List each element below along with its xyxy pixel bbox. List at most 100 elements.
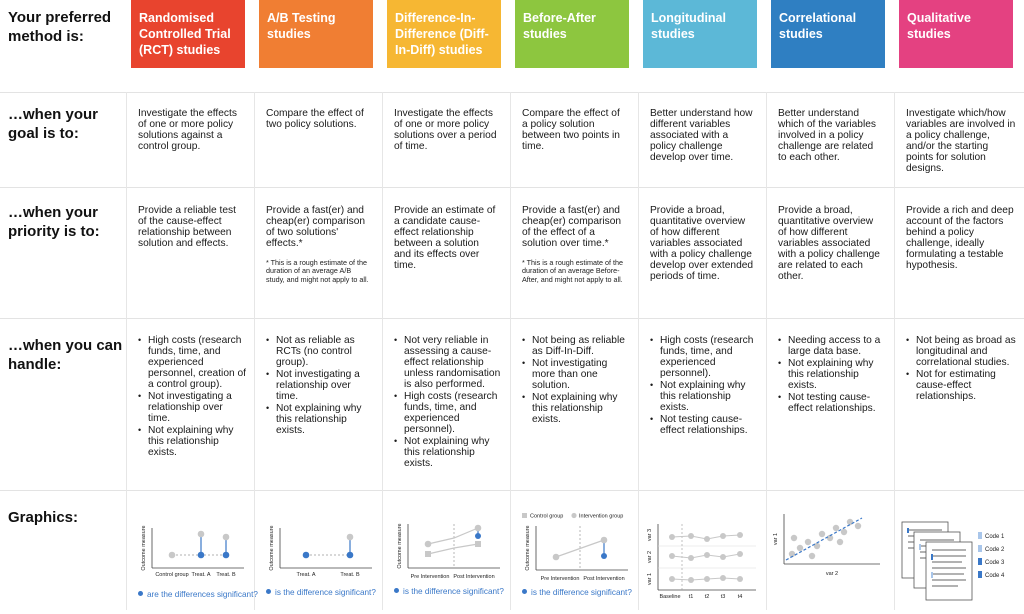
priority-rct: Provide a reliable test of the cause-eff… <box>138 205 242 249</box>
before-after-graphic: Control group Intervention group Outcome… <box>518 510 634 602</box>
header-diff-in-diff: Difference-In-Difference (Diff-In-Diff) … <box>387 0 501 68</box>
tick-label: Pre Intervention <box>541 576 580 582</box>
priority-ab-testing: Provide a fast(er) and cheap(er) compari… <box>266 205 370 284</box>
tick-label: t1 <box>689 594 694 600</box>
intervention-dot <box>474 524 482 532</box>
column-divider <box>254 92 255 610</box>
list-item: Not being as broad as longitudinal and c… <box>906 335 1018 368</box>
y-axis-label: var 1 <box>773 533 779 545</box>
data-point <box>688 577 694 583</box>
treatment-dot <box>222 551 230 559</box>
data-point <box>737 532 743 538</box>
bullet-dot <box>266 589 271 594</box>
data-point <box>704 552 710 558</box>
footnote: * This is a rough estimate of the durati… <box>266 258 369 284</box>
list-item: Not as reliable as RCTs (no control grou… <box>266 335 374 368</box>
data-point <box>704 576 710 582</box>
list-item: Not testing cause-effect relationships. <box>778 392 886 414</box>
treatment-b-dot <box>346 533 354 541</box>
tick-label: Post Intervention <box>583 576 624 582</box>
significance-caption: is the difference significant? <box>394 587 504 596</box>
x-axis-label: var 2 <box>826 571 838 577</box>
control-dot <box>168 551 176 559</box>
code-legend-marker <box>978 571 982 578</box>
list-item: High costs (research funds, time, and ex… <box>138 335 246 390</box>
qualitative-graphic: Code 1 Code 2 Code 3 Code 4 <box>898 518 1022 610</box>
row-label: var 2 <box>647 551 653 563</box>
priority-diff-in-diff: Provide an estimate of a candidate cause… <box>394 205 498 271</box>
data-point <box>704 536 710 542</box>
list-item: Not investigating a relationship over ti… <box>266 369 374 402</box>
scatter-points <box>788 518 862 560</box>
data-point <box>846 518 854 526</box>
header-before-after: Before-After studies <box>515 0 629 68</box>
handle-correlational: Needing access to a large data base. Not… <box>774 335 886 415</box>
list-item: Not explaining why this relationship exi… <box>394 436 502 469</box>
code-legend-marker <box>978 558 982 565</box>
rct-graphic: Outcome measure Control group Treat. A T… <box>134 518 258 610</box>
code-label: Code 2 <box>985 547 1005 553</box>
list-item: Not explaining why this relationship exi… <box>266 403 374 436</box>
code-label: Code 1 <box>985 534 1005 540</box>
list-item: Needing access to a large data base. <box>778 335 886 357</box>
intervention-legend-marker <box>571 512 577 519</box>
intervention-line <box>427 527 479 545</box>
y-axis-label: Outcome measure <box>397 523 403 568</box>
tick-label: t4 <box>738 594 743 600</box>
goal-longitudinal: Better understand how different variable… <box>650 108 753 163</box>
control-marker <box>425 551 431 557</box>
data-point <box>688 555 694 561</box>
code-legend-marker <box>978 545 982 552</box>
document-stack <box>901 521 973 601</box>
goal-qualitative: Investigate which/how variables are invo… <box>906 108 1016 174</box>
intervention-line <box>555 539 605 558</box>
priority-before-after: Provide a fast(er) and cheap(er) compari… <box>522 205 626 284</box>
tick-label: Treat. B <box>216 572 236 578</box>
header-longitudinal: Longitudinal studies <box>643 0 757 68</box>
bullet-dot <box>138 591 143 596</box>
handle-rct: High costs (research funds, time, and ex… <box>134 335 246 459</box>
priority-text: Provide a rich and deep account of the f… <box>906 205 1014 271</box>
y-axis-label: Outcome measure <box>141 525 147 570</box>
tick-label: t3 <box>721 594 726 600</box>
data-point <box>813 542 821 550</box>
longitudinal-graphic: var 3 var 2 var 1 Baseline t1 t2 t3 t4 <box>644 522 764 614</box>
intervention-dot <box>424 540 432 548</box>
control-marker <box>475 541 481 547</box>
counterfactual-dot <box>601 553 607 559</box>
data-point <box>836 538 844 546</box>
data-point <box>669 576 675 582</box>
trend-line <box>785 517 863 561</box>
tick-label: Treat. A <box>296 572 315 578</box>
list-item: High costs (research funds, time, and ex… <box>650 335 758 379</box>
column-divider <box>766 92 767 610</box>
list-item: Not investigating more than one solution… <box>522 358 630 391</box>
data-point <box>840 528 848 536</box>
significance-caption: is the difference significant? <box>266 588 376 597</box>
data-point <box>808 552 816 560</box>
tick-label: Treat. B <box>340 572 360 578</box>
data-point <box>737 576 743 582</box>
tick-label: Treat. A <box>191 572 210 578</box>
legend-label: Intervention group <box>579 514 623 520</box>
row-label: var 1 <box>647 573 653 585</box>
ab-testing-graphic: Outcome measure Treat. A Treat. B is the… <box>262 518 378 610</box>
data-point <box>804 538 812 546</box>
priority-text: Provide an estimate of a candidate cause… <box>394 205 496 271</box>
priority-qualitative: Provide a rich and deep account of the f… <box>906 205 1018 271</box>
code-tag <box>919 544 921 550</box>
caption-text: are the differences significant? <box>147 590 258 599</box>
bullet-dot <box>394 588 399 593</box>
row-label: var 3 <box>647 529 653 541</box>
footnote: * This is a rough estimate of the durati… <box>522 258 623 284</box>
caption-text: is the difference significant? <box>403 587 504 596</box>
data-point <box>796 544 804 552</box>
code-legend-marker <box>978 532 982 539</box>
treatment-b-dot <box>346 551 354 559</box>
priority-text: Provide a fast(er) and cheap(er) compari… <box>522 205 622 249</box>
treatment-dot <box>197 551 205 559</box>
divider <box>0 318 1024 319</box>
list-item: Not explaining why this relationship exi… <box>650 380 758 413</box>
list-item: Not being as reliable as Diff-In-Diff. <box>522 335 630 357</box>
handle-before-after: Not being as reliable as Diff-In-Diff. N… <box>518 335 630 426</box>
